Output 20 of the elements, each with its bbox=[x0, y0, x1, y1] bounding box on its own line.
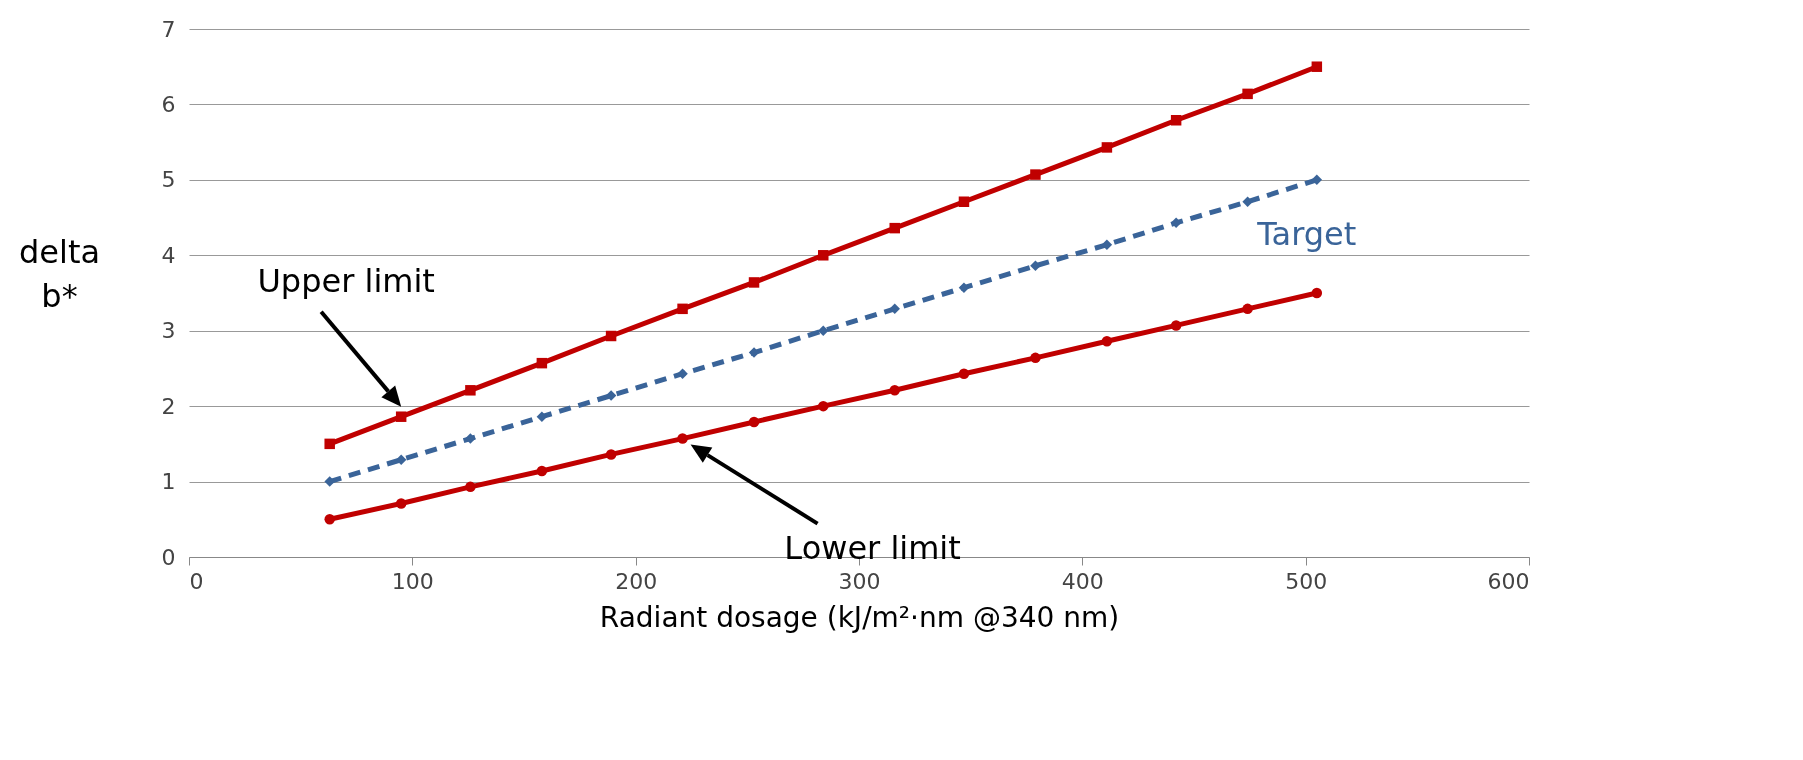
y-tick-label: 4 bbox=[161, 242, 176, 268]
text: Lower limit bbox=[784, 528, 961, 567]
y-tick-label: 1 bbox=[161, 469, 176, 495]
y-tick-label: 5 bbox=[161, 167, 176, 193]
text: Upper limit bbox=[257, 261, 435, 300]
x-tick-label: 300 bbox=[838, 568, 881, 594]
x-tick-label: 400 bbox=[1061, 568, 1104, 594]
series-label: Target bbox=[1256, 214, 1357, 253]
y-tick-label: 7 bbox=[161, 16, 176, 42]
y-tick-label: 6 bbox=[161, 91, 176, 117]
x-tick-label: 500 bbox=[1285, 568, 1328, 594]
x-axis-title: Radiant dosage (kJ/m²·nm @340 nm) bbox=[599, 600, 1120, 634]
x-tick-label: 600 bbox=[1487, 568, 1530, 594]
y-tick-label: 0 bbox=[161, 544, 176, 570]
y-axis-title: delta b* bbox=[18, 232, 101, 315]
x-tick-label: 100 bbox=[391, 568, 434, 594]
y-tick-label: 3 bbox=[161, 318, 176, 344]
x-tick-label: 200 bbox=[615, 568, 658, 594]
y-tick-label: 2 bbox=[161, 393, 176, 419]
x-tick-label: 0 bbox=[189, 568, 204, 594]
